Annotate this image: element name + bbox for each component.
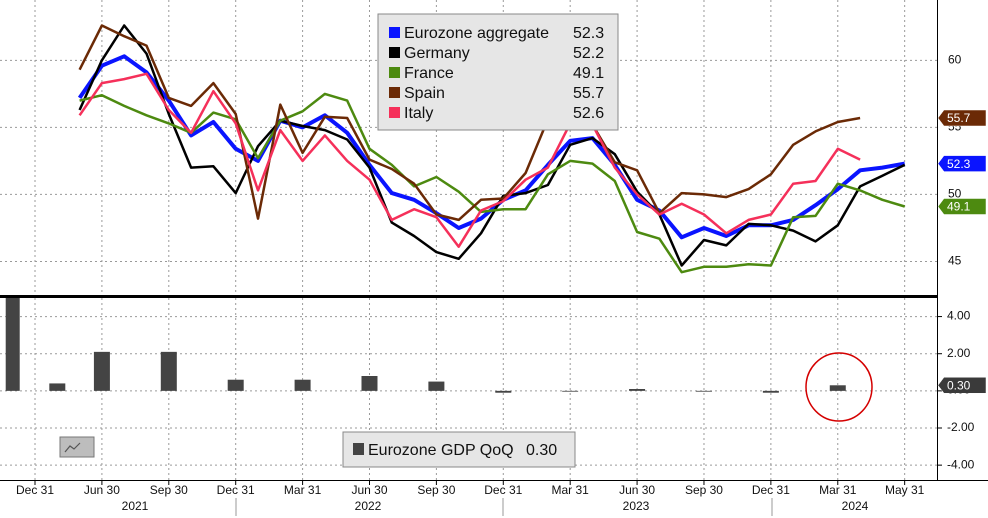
bar — [5, 298, 20, 391]
legend-value: 55.7 — [573, 85, 604, 102]
legend-label: France — [404, 65, 454, 82]
value-tag-label: 0.30 — [947, 378, 971, 392]
bar — [49, 383, 66, 391]
legend-swatch — [389, 47, 400, 58]
x-tick-label: Sep 30 — [685, 483, 723, 497]
x-tick-label: Jun 30 — [619, 483, 655, 497]
x-tick-label: Dec 31 — [752, 483, 790, 497]
legend-swatch — [389, 67, 400, 78]
legend-label: Italy — [404, 105, 433, 122]
x-tick-label: Dec 31 — [217, 483, 255, 497]
highlight-circle — [805, 352, 873, 422]
y-tick-label: 2.00 — [947, 346, 971, 360]
legend-swatch — [389, 87, 400, 98]
value-tag — [937, 377, 987, 394]
bar — [227, 379, 244, 391]
chart-type-button[interactable] — [59, 436, 95, 458]
legend-swatch — [389, 27, 400, 38]
value-tag — [937, 155, 987, 172]
series-line — [78, 24, 906, 267]
bar — [562, 390, 579, 392]
legend-label: Spain — [404, 85, 445, 102]
x-tick-label: Dec 31 — [484, 483, 522, 497]
y-tick-label: -4.00 — [947, 457, 975, 471]
value-tag-label: 52.3 — [947, 157, 971, 171]
value-tag-label: 49.1 — [947, 200, 971, 214]
legend-label: Eurozone GDP QoQ — [368, 442, 514, 459]
x-tick-label: Jun 30 — [84, 483, 120, 497]
year-label: 2023 — [623, 499, 650, 513]
bar — [428, 381, 445, 391]
value-tag — [937, 198, 987, 215]
value-tag — [937, 109, 987, 127]
value-tag-label: 55.7 — [947, 111, 971, 125]
y-tick-label: 4.00 — [947, 309, 971, 323]
year-label: 2022 — [355, 499, 382, 513]
year-label: 2024 — [842, 499, 869, 513]
y-tick-label: -2.00 — [947, 420, 975, 434]
series-line — [78, 24, 861, 222]
series-line — [78, 72, 861, 248]
bar — [829, 385, 846, 391]
chart-type-icon — [64, 442, 81, 453]
x-tick-label: Mar 31 — [819, 483, 857, 497]
x-tick-label: Mar 31 — [552, 483, 590, 497]
bar — [762, 390, 779, 393]
legend-box — [342, 431, 576, 468]
year-label: 2021 — [122, 499, 149, 513]
x-tick-label: Dec 31 — [16, 483, 54, 497]
legend-value: 52.2 — [573, 45, 604, 62]
legend-swatch — [353, 443, 364, 455]
series-line — [79, 92, 906, 274]
x-tick-label: Sep 30 — [417, 483, 455, 497]
bar — [629, 389, 646, 391]
x-tick-label: Sep 30 — [150, 483, 188, 497]
bar — [294, 379, 311, 391]
bar — [93, 351, 110, 391]
legend-value: 52.6 — [573, 105, 604, 122]
x-tick-label: Jun 30 — [351, 483, 387, 497]
y-tick-label: 60 — [948, 53, 962, 67]
y-tick-label: 50 — [948, 187, 962, 201]
bar — [160, 351, 177, 391]
legend-value: 52.3 — [573, 25, 604, 42]
x-tick-label: Mar 31 — [284, 483, 322, 497]
legend-swatch — [389, 107, 400, 118]
y-tick-label: 45 — [948, 254, 962, 268]
legend-label: Eurozone aggregate — [404, 25, 549, 42]
legend-label: Germany — [404, 45, 470, 62]
legend-value: 49.1 — [573, 65, 604, 82]
top-plot — [0, 0, 937, 295]
legend-value: 0.30 — [526, 442, 557, 459]
bar — [361, 376, 378, 391]
x-tick-label: May 31 — [885, 483, 925, 497]
bar — [695, 390, 712, 392]
legend-box — [377, 13, 619, 131]
bar — [495, 390, 512, 393]
